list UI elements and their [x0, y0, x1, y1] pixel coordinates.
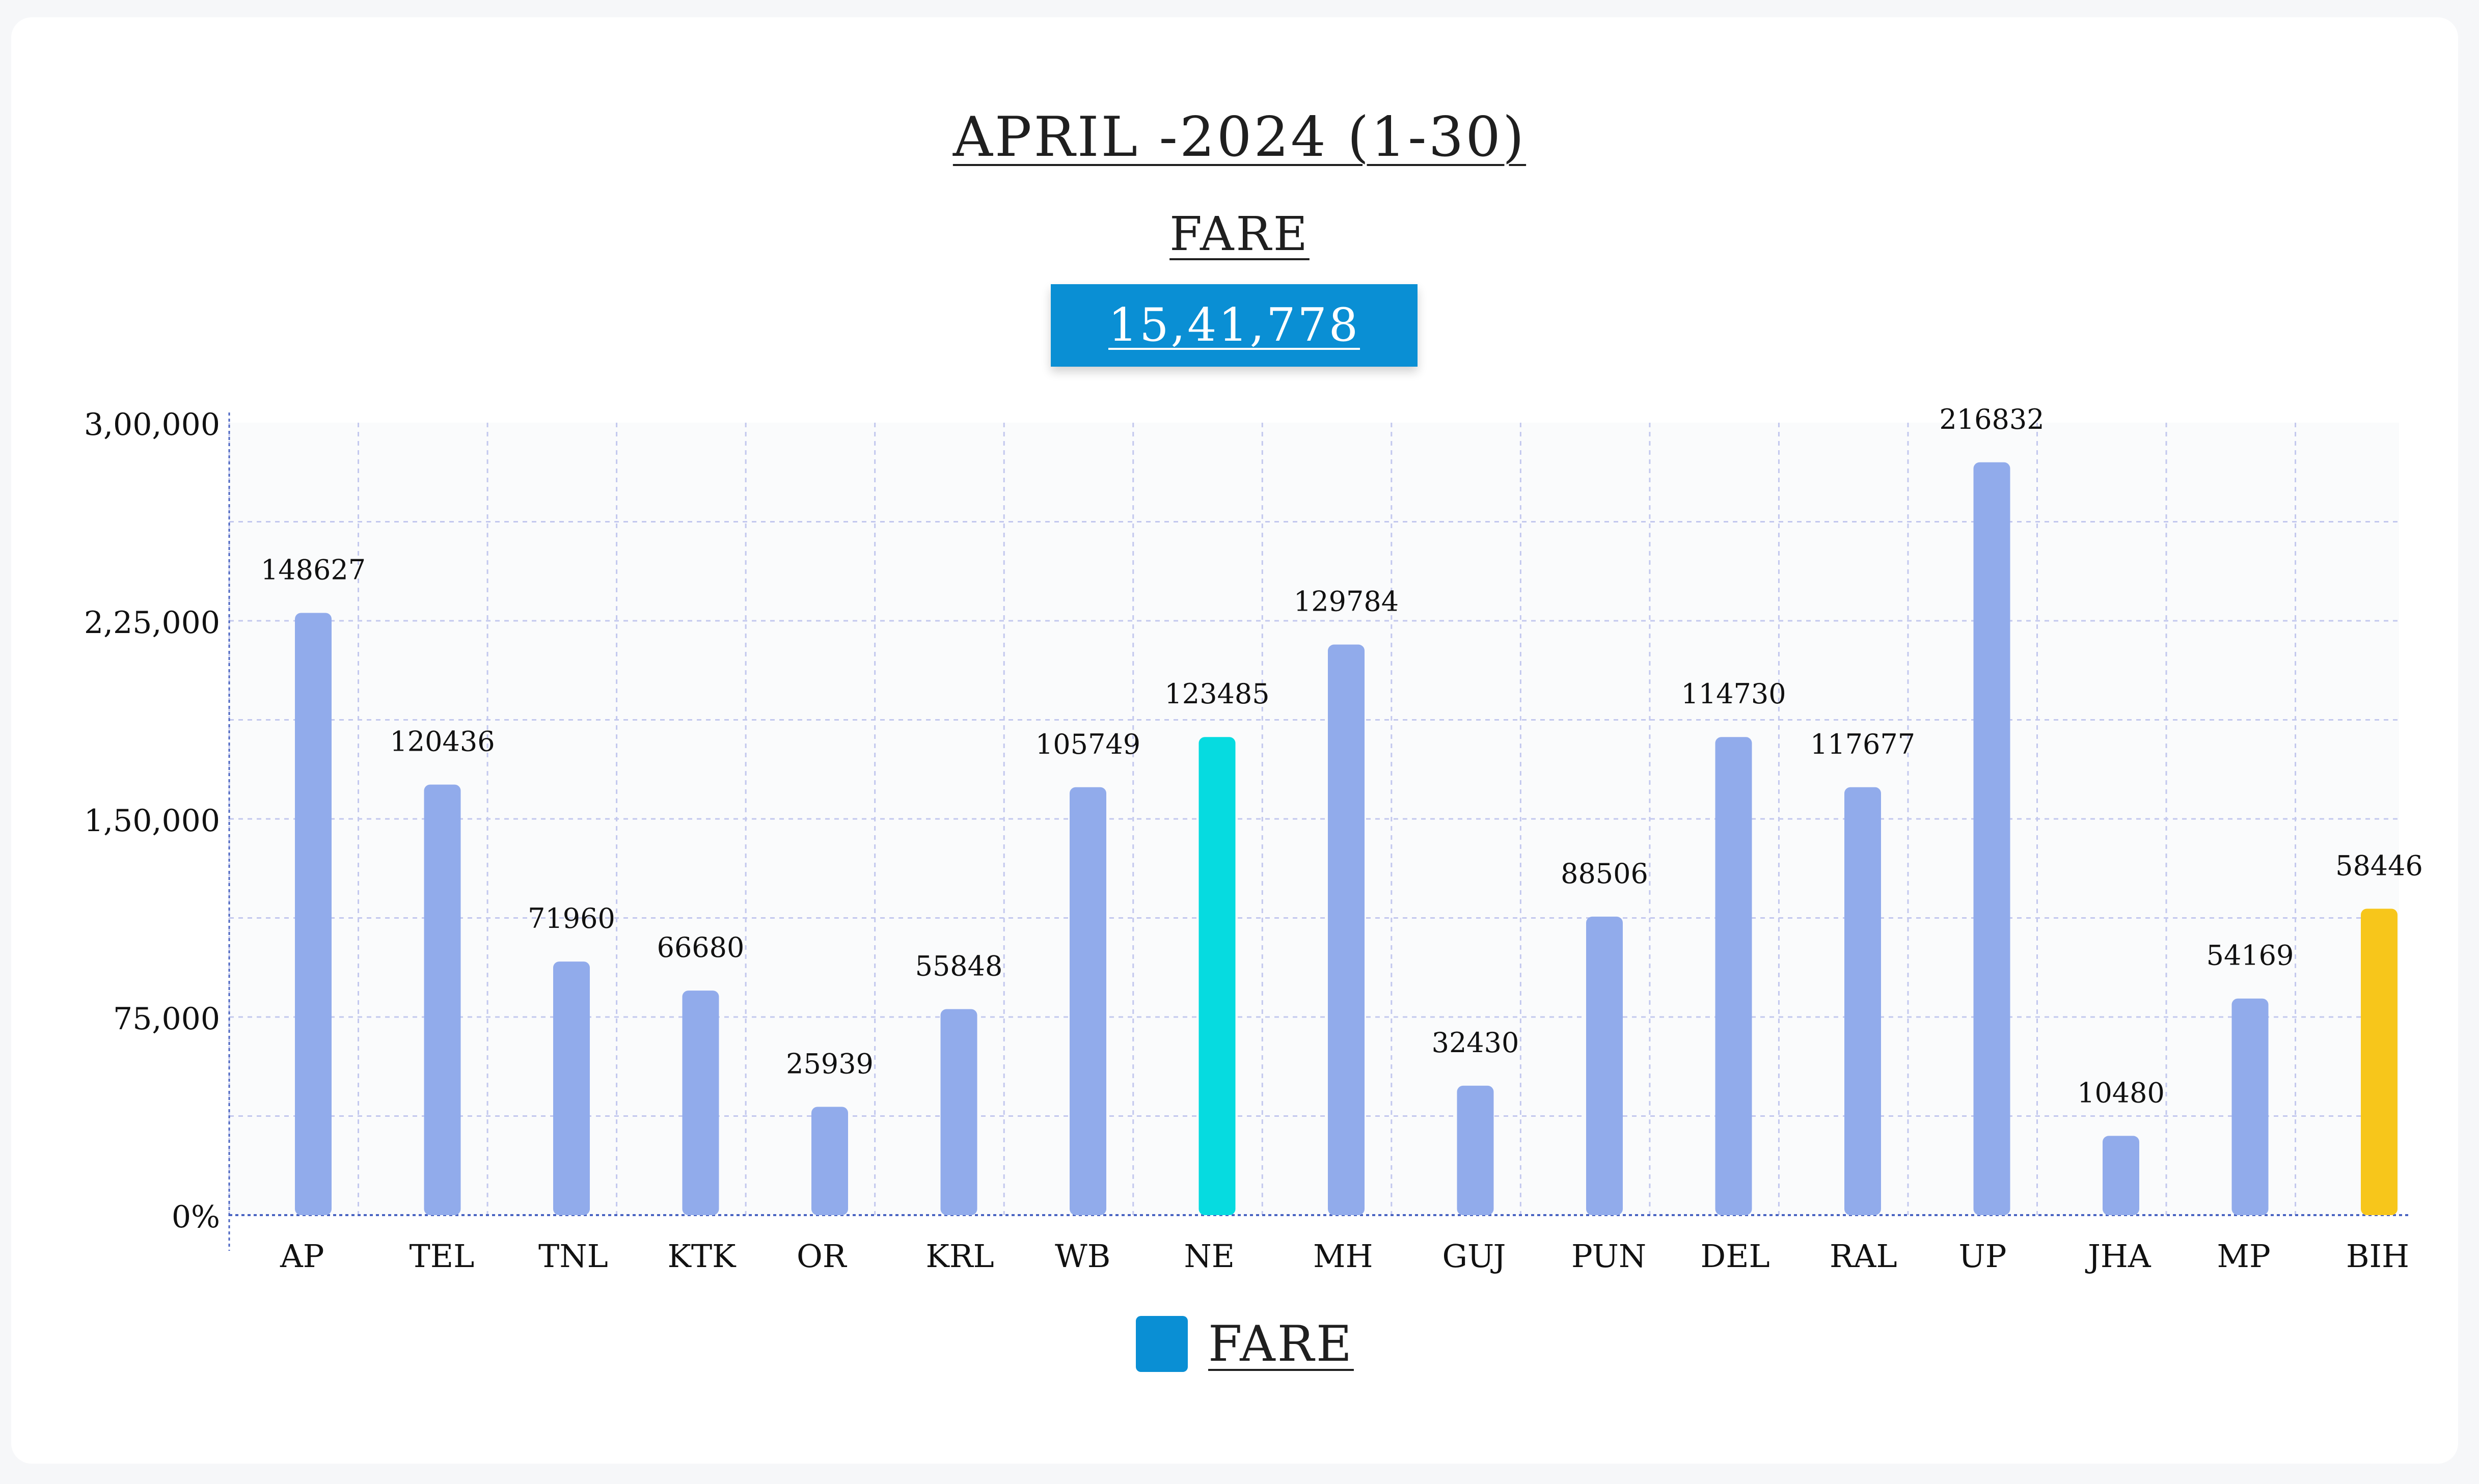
bar-up	[1973, 462, 2010, 1215]
x-tick-label-ral: RAL	[1830, 1238, 1897, 1275]
bar-wb	[1070, 787, 1106, 1215]
legend[interactable]: FARE	[1136, 1315, 1354, 1372]
bar-del	[1715, 737, 1752, 1215]
legend-swatch-fare	[1136, 1316, 1188, 1372]
x-tick-label-tnl: TNL	[538, 1238, 608, 1275]
data-label-ne: 123485	[1164, 678, 1269, 710]
data-label-krl: 55848	[915, 950, 1003, 982]
chart-title: APRIL -2024 (1-30)	[952, 105, 1527, 169]
total-fare-value: 15,41,778	[1108, 298, 1360, 352]
x-tick-label-guj: GUJ	[1442, 1238, 1506, 1275]
x-tick-label-ne: NE	[1184, 1238, 1235, 1275]
bar-bih	[2361, 909, 2398, 1215]
data-label-guj: 32430	[1432, 1027, 1519, 1059]
y-axis-tick-labels: 0% 75,000 1,50,000 2,25,000 3,00,000	[84, 407, 220, 1235]
bar-mh	[1328, 644, 1365, 1215]
x-tick-label-bih: BIH	[2346, 1238, 2409, 1275]
data-label-up: 216832	[1939, 403, 2044, 435]
x-tick-label-jha: JHA	[2085, 1238, 2151, 1275]
bar-tel	[424, 784, 461, 1215]
data-label-ktk: 66680	[657, 931, 745, 964]
x-tick-label-tel: TEL	[410, 1238, 475, 1275]
data-label-ral: 117677	[1810, 728, 1915, 760]
axes	[228, 413, 2409, 1251]
bar-ne	[1198, 737, 1236, 1215]
data-label-del: 114730	[1681, 678, 1786, 710]
x-tick-label-up: UP	[1959, 1238, 2007, 1275]
legend-label-fare: FARE	[1208, 1315, 1354, 1372]
bar-ap	[295, 613, 332, 1215]
data-label-bih: 58446	[2335, 849, 2423, 882]
y-tick-label: 1,50,000	[84, 803, 220, 839]
x-tick-label-mp: MP	[2217, 1238, 2271, 1275]
bar-guj	[1457, 1085, 1494, 1215]
y-tick-label: 2,25,000	[84, 605, 220, 641]
data-label-jha: 10480	[2077, 1077, 2165, 1109]
x-axis-tick-labels: AP TEL TNL KTK OR KRL WB NE MH GUJ PUN DEL RAL UP JHA M…	[280, 1238, 2409, 1275]
x-tick-label-or: OR	[797, 1238, 848, 1275]
data-label-or: 25939	[786, 1048, 874, 1080]
x-tick-label-pun: PUN	[1571, 1238, 1646, 1275]
data-label-tel: 120436	[390, 726, 495, 758]
data-label-tnl: 71960	[528, 902, 615, 935]
x-tick-label-wb: WB	[1055, 1238, 1110, 1275]
data-labels: 148627 120436 71960 66680 25939 55848 105749 12…	[261, 403, 2423, 1109]
bar-mp	[2231, 998, 2269, 1215]
x-tick-label-ktk: KTK	[668, 1238, 737, 1275]
data-label-wb: 105749	[1036, 728, 1140, 760]
x-tick-label-ap: AP	[280, 1238, 324, 1275]
data-label-mp: 54169	[2206, 940, 2294, 972]
x-tick-label-mh: MH	[1313, 1238, 1373, 1275]
data-label-ap: 148627	[261, 554, 366, 586]
data-label-pun: 88506	[1561, 858, 1648, 890]
bar-ral	[1844, 787, 1881, 1215]
total-fare-badge[interactable]: 15,41,778	[1051, 284, 1418, 367]
chart-subtitle: FARE	[1169, 207, 1310, 261]
bar-or	[811, 1107, 848, 1215]
x-tick-label-del: DEL	[1701, 1238, 1770, 1275]
y-tick-label: 3,00,000	[84, 407, 220, 443]
x-tick-label-krl: KRL	[926, 1238, 994, 1275]
y-tick-label: 0%	[172, 1199, 220, 1235]
bar-krl	[940, 1009, 977, 1215]
grid-lines	[228, 423, 2399, 1215]
data-label-mh: 129784	[1294, 586, 1399, 618]
bar-ktk	[682, 991, 719, 1215]
y-tick-label: 75,000	[113, 1001, 220, 1037]
bar-jha	[2103, 1136, 2139, 1215]
bar-tnl	[553, 961, 590, 1215]
bars	[295, 462, 2398, 1215]
bar-pun	[1586, 916, 1623, 1215]
